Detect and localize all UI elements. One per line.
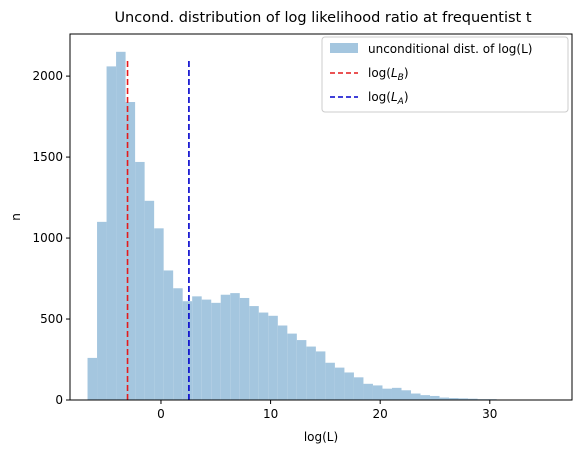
histogram-bar xyxy=(277,325,288,400)
histogram-bar xyxy=(411,393,421,400)
histogram-bar xyxy=(449,398,459,400)
y-tick-label: 2000 xyxy=(32,69,63,83)
histogram-bar xyxy=(306,346,316,400)
chart-title: Uncond. distribution of log likelihood r… xyxy=(114,10,531,26)
x-tick-label: 30 xyxy=(482,407,497,421)
y-axis-label: n xyxy=(9,213,23,221)
histogram-bar xyxy=(163,270,174,400)
histogram-bar xyxy=(315,351,326,400)
histogram-bar xyxy=(192,296,202,400)
legend-box xyxy=(321,36,569,113)
x-tick-label: 10 xyxy=(263,407,278,421)
legend-label-log-lb: log(LB) xyxy=(368,66,409,83)
y-tick-label: 500 xyxy=(40,312,63,326)
histogram-bar xyxy=(135,161,145,400)
histogram-bar xyxy=(87,357,98,400)
legend-patch-unconditional xyxy=(330,43,358,53)
histogram-bar xyxy=(220,294,231,400)
histogram-bar xyxy=(420,395,431,400)
histogram-bar xyxy=(334,367,345,400)
histogram-bar xyxy=(211,302,221,400)
histogram-bar xyxy=(430,395,440,400)
x-tick-label: 0 xyxy=(157,407,165,421)
histogram-bar xyxy=(258,312,269,400)
x-tick-label: 20 xyxy=(373,407,388,421)
histogram-bar xyxy=(201,299,212,400)
histogram-bar xyxy=(154,228,164,400)
plot-frame xyxy=(69,33,573,401)
histogram-bar xyxy=(401,390,412,400)
histogram-bar xyxy=(125,102,136,400)
histogram-bar xyxy=(296,340,307,400)
histogram-bar xyxy=(239,297,250,400)
legend: unconditional dist. of log(L) log(LB) lo… xyxy=(321,36,569,113)
y-tick-label: 1500 xyxy=(32,150,63,164)
legend-label-log-la: log(LA) xyxy=(368,90,409,107)
legend-label-unconditional: unconditional dist. of log(L) xyxy=(368,42,532,56)
histogram-bar xyxy=(468,398,478,400)
histogram-bar xyxy=(182,301,193,400)
x-axis-ticks: 0 10 20 30 xyxy=(157,400,497,421)
histogram-bar xyxy=(144,200,155,400)
histogram-bar xyxy=(325,362,335,400)
reference-lines xyxy=(126,59,190,400)
histogram-bar xyxy=(344,372,354,400)
y-tick-label: 0 xyxy=(55,393,63,407)
histogram-bar xyxy=(173,288,183,400)
histogram-bar xyxy=(353,377,364,400)
histogram-bar xyxy=(458,398,469,400)
histogram-bar xyxy=(372,385,383,400)
histogram-bar xyxy=(363,383,373,400)
histogram-bar xyxy=(439,397,450,400)
histogram-bar xyxy=(382,388,392,400)
histogram-bar xyxy=(391,387,402,400)
histogram-bar xyxy=(116,51,126,401)
histogram-bar xyxy=(106,66,117,401)
histogram-bar xyxy=(268,315,278,400)
histogram-bar xyxy=(97,221,107,400)
y-axis-ticks: 0 500 1000 1500 2000 xyxy=(32,69,70,407)
histogram-bar xyxy=(230,293,240,400)
y-tick-label: 1000 xyxy=(32,231,63,245)
histogram-bar xyxy=(249,306,259,400)
x-axis-label: log(L) xyxy=(304,430,338,444)
histogram-bars xyxy=(87,51,564,401)
histogram-bar xyxy=(287,333,297,400)
